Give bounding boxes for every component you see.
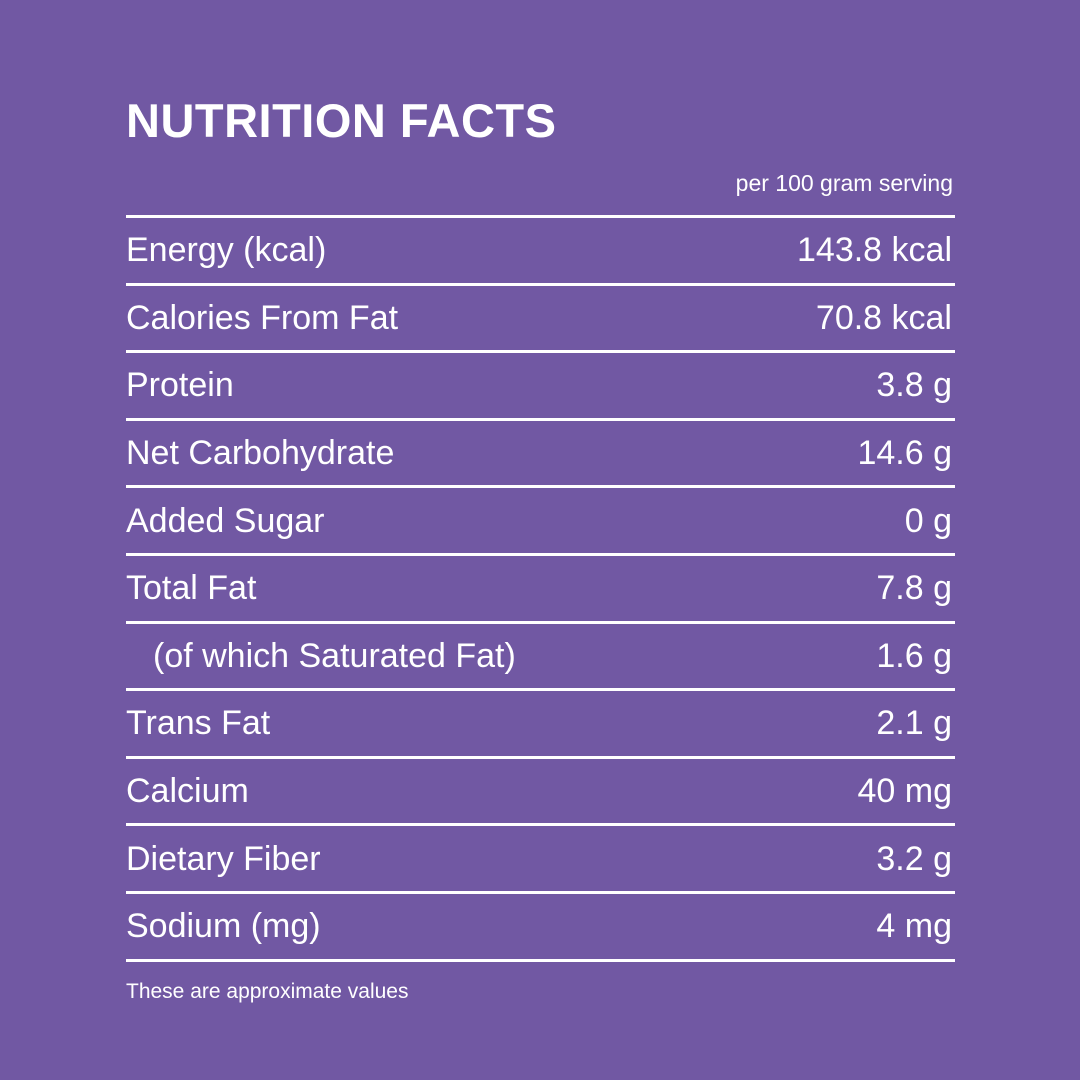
nutrition-row: Dietary Fiber 3.2 g xyxy=(126,826,955,894)
nutrient-label: Sodium (mg) xyxy=(126,907,321,946)
nutrient-value: 1.6 g xyxy=(876,636,952,675)
serving-size: per 100 gram serving xyxy=(735,170,953,196)
nutrient-label: Protein xyxy=(126,366,234,405)
nutrition-row: Net Carbohydrate 14.6 g xyxy=(126,421,955,489)
nutrient-label: Net Carbohydrate xyxy=(126,434,395,473)
nutrient-value: 3.8 g xyxy=(876,366,952,405)
nutrient-value: 2.1 g xyxy=(876,704,952,743)
nutrient-label: Calories From Fat xyxy=(126,298,399,337)
nutrient-value: 70.8 kcal xyxy=(815,298,952,337)
nutrition-row: Trans Fat 2.1 g xyxy=(126,691,955,759)
footnote: These are approximate values xyxy=(126,979,409,1003)
nutrient-value: 4 mg xyxy=(876,907,952,946)
nutrition-facts-panel: NUTRITION FACTS per 100 gram serving Ene… xyxy=(126,94,955,1006)
nutrition-row: Calories From Fat 70.8 kcal xyxy=(126,286,955,354)
nutrition-row: Sodium (mg) 4 mg xyxy=(126,894,955,962)
nutrition-row: Protein 3.8 g xyxy=(126,353,955,421)
nutrient-label: Calcium xyxy=(126,772,249,811)
nutrient-label: Trans Fat xyxy=(126,704,271,743)
nutrition-row: (of which Saturated Fat) 1.6 g xyxy=(126,624,955,692)
nutrition-row: Energy (kcal) 143.8 kcal xyxy=(126,218,955,286)
nutrient-label: Energy (kcal) xyxy=(126,231,327,270)
nutrition-row: Added Sugar 0 g xyxy=(126,488,955,556)
nutrient-label: Total Fat xyxy=(126,569,257,608)
nutrition-row: Total Fat 7.8 g xyxy=(126,556,955,624)
nutrient-value: 14.6 g xyxy=(857,434,952,473)
nutrient-value: 143.8 kcal xyxy=(797,231,952,270)
nutrient-value: 40 mg xyxy=(857,772,953,811)
nutrient-label: Dietary Fiber xyxy=(126,839,321,878)
nutrition-row: Calcium 40 mg xyxy=(126,759,955,827)
nutrition-table: Energy (kcal) 143.8 kcal Calories From Fat… xyxy=(126,218,955,962)
nutrient-value: 3.2 g xyxy=(876,839,952,878)
page-title: NUTRITION FACTS xyxy=(126,94,557,147)
nutrient-value: 7.8 g xyxy=(876,569,952,608)
nutrient-label: (of which Saturated Fat) xyxy=(153,636,516,675)
nutrient-label: Added Sugar xyxy=(126,501,325,540)
top-divider xyxy=(126,215,955,218)
nutrient-value: 0 g xyxy=(904,501,952,540)
